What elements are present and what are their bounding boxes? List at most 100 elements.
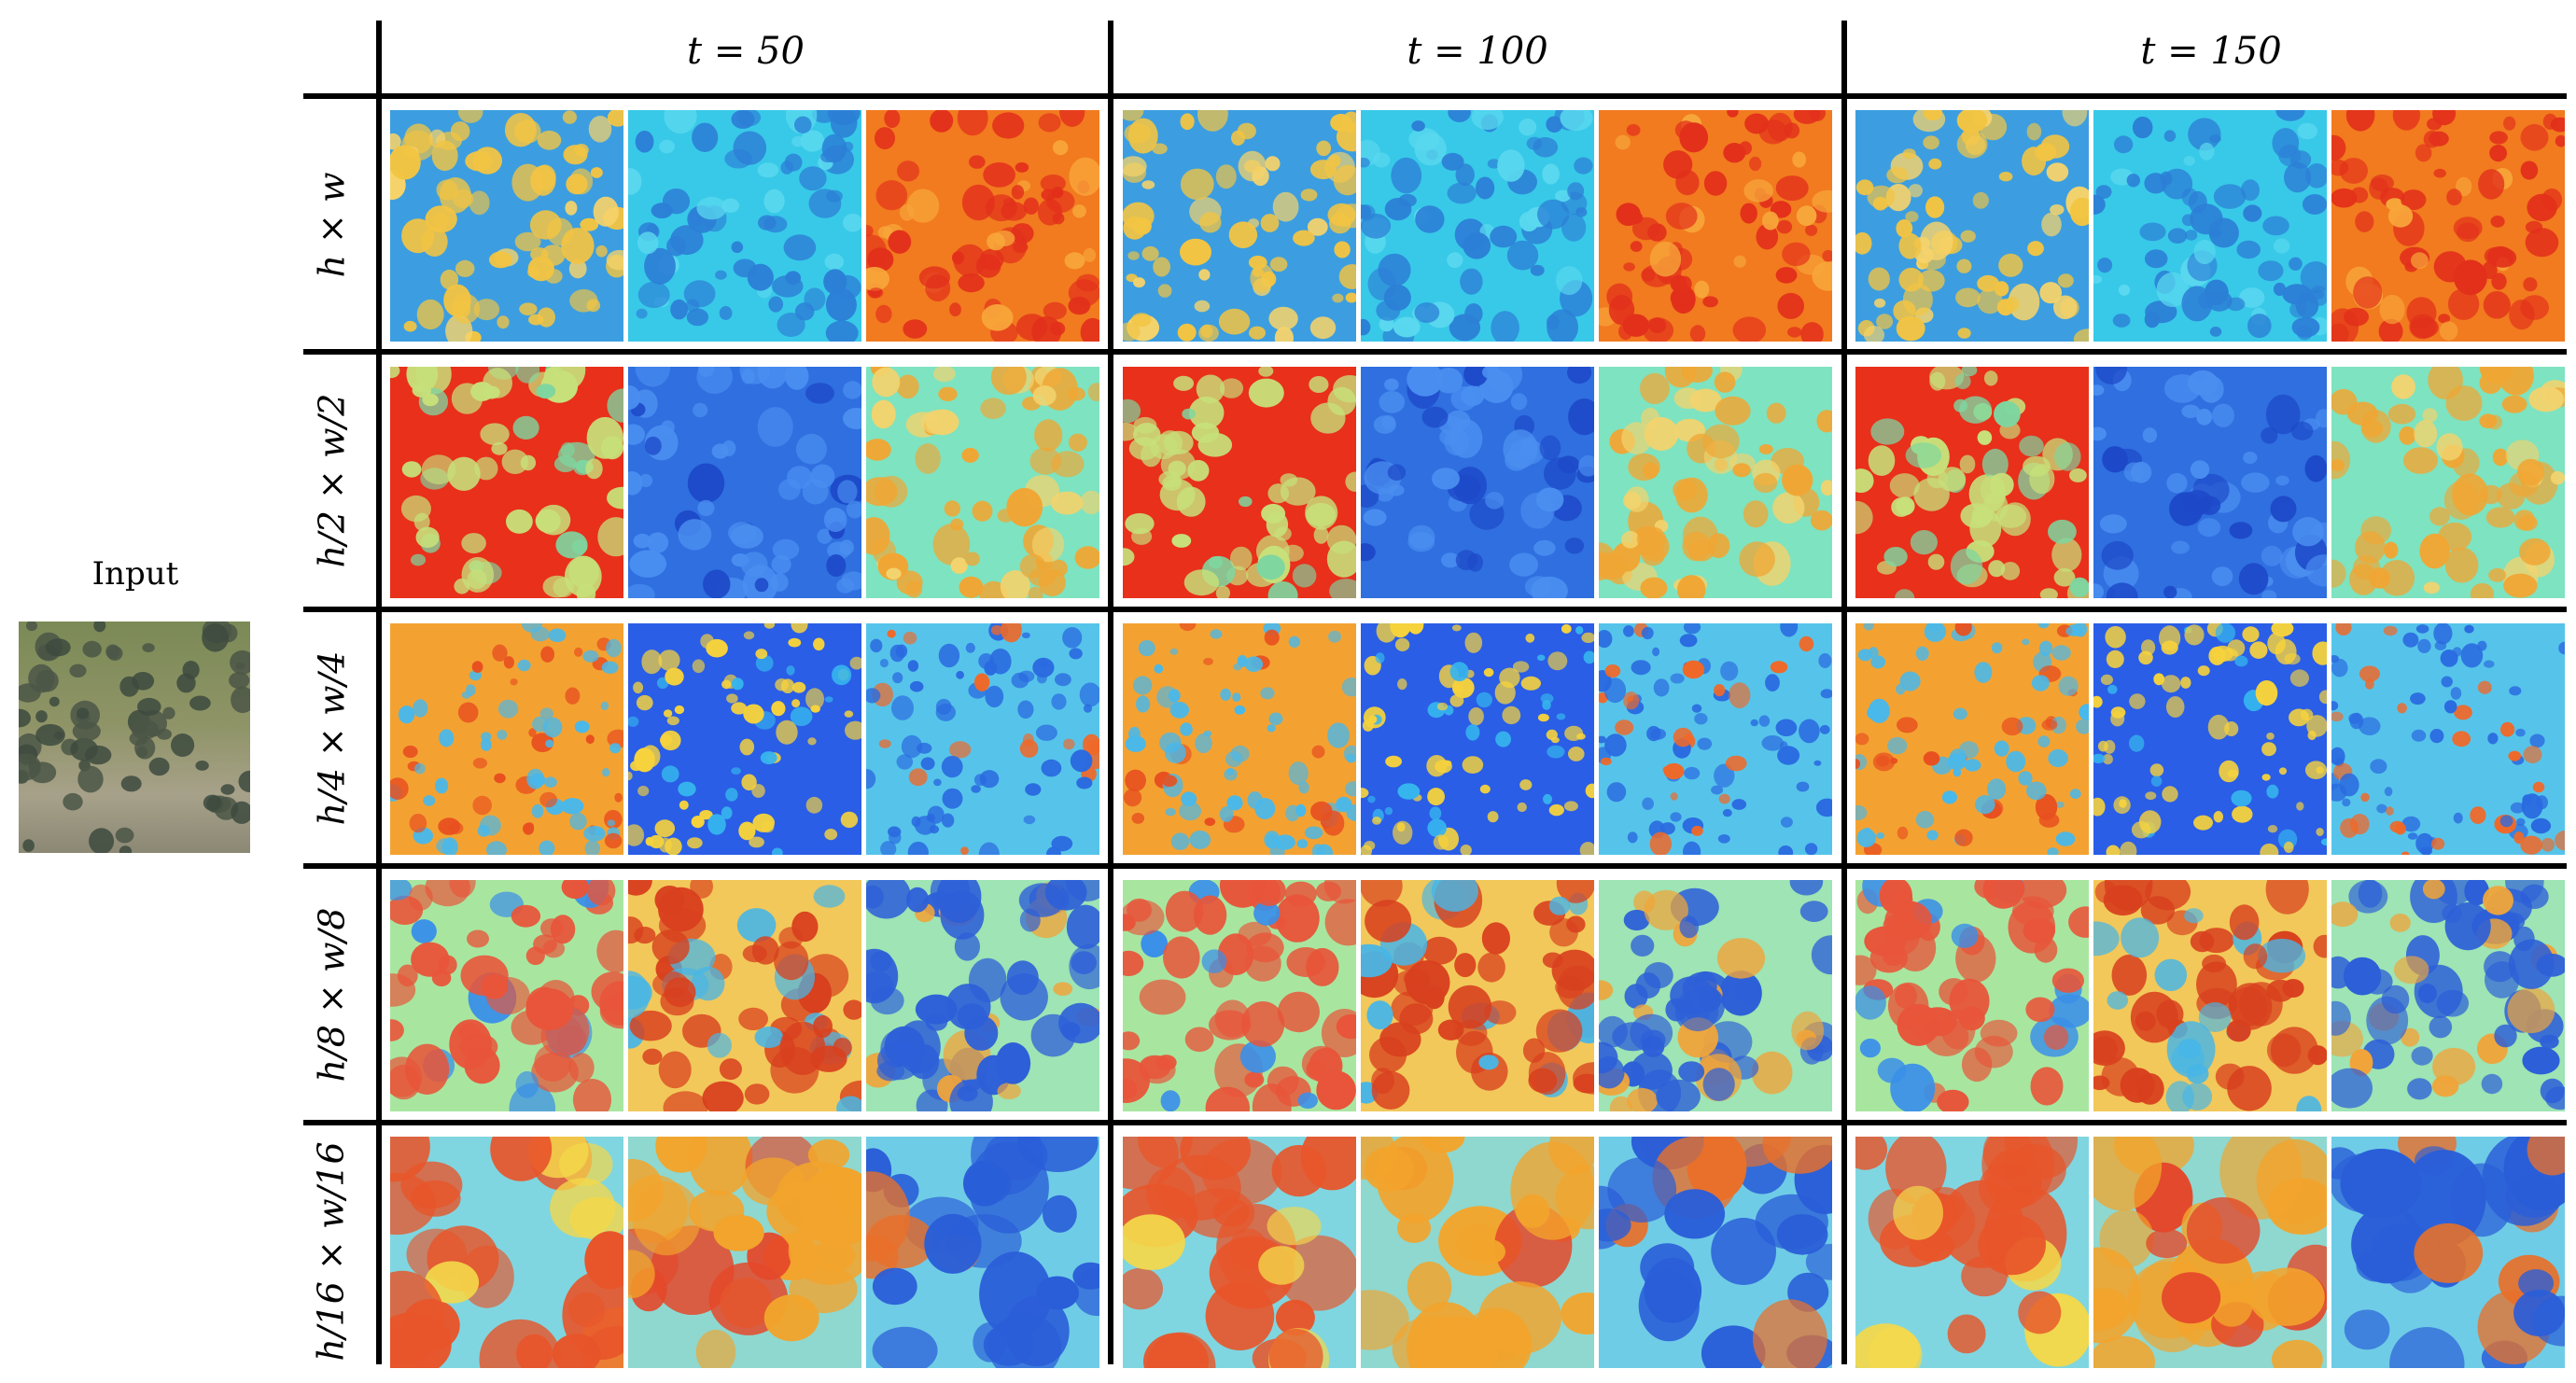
heatmap-blob xyxy=(1247,791,1263,809)
heatmap-blob xyxy=(1671,285,1696,314)
heatmap-blob xyxy=(1267,724,1276,733)
heatmap-blob xyxy=(1045,189,1075,213)
heatmap-blob xyxy=(2243,204,2262,222)
heatmap-blob xyxy=(987,232,1005,251)
heatmap-blob xyxy=(2522,1046,2560,1075)
heatmap-blob xyxy=(1793,110,1821,124)
heatmap-blob xyxy=(1575,625,1584,635)
heatmap-graphic xyxy=(1361,110,1593,342)
heatmap-blob xyxy=(1624,984,1648,1009)
heatmap-blob xyxy=(1023,815,1036,825)
heatmap-blob xyxy=(1568,398,1594,436)
heatmap-blob xyxy=(1740,203,1757,224)
heatmap-blob xyxy=(2275,475,2289,486)
heatmap-blob xyxy=(2517,514,2538,531)
heatmap-blob xyxy=(1267,1207,1322,1246)
heatmap-blob xyxy=(2270,496,2297,523)
heatmap-blob xyxy=(1460,845,1472,855)
heatmap-blob xyxy=(664,977,696,1008)
heatmap-blob xyxy=(663,1091,708,1111)
heatmap-blob xyxy=(1701,1325,1766,1368)
heatmap-blob xyxy=(1623,909,1650,931)
heatmap-blob xyxy=(1205,1281,1275,1351)
heatmap-blob xyxy=(897,161,919,182)
row-rule-1 xyxy=(303,349,2567,355)
feature-map-tile xyxy=(390,880,623,1111)
heatmap-blob xyxy=(1923,751,1940,766)
heatmap-blob xyxy=(1889,473,1920,498)
heatmap-blob xyxy=(2093,797,2106,817)
heatmap-blob xyxy=(2376,803,2387,814)
heatmap-blob xyxy=(1863,623,1874,631)
heatmap-blob xyxy=(450,121,470,142)
heatmap-blob xyxy=(1574,157,1593,175)
heatmap-blob xyxy=(2350,814,2370,835)
heatmap-blob xyxy=(633,681,644,694)
heatmap-blob xyxy=(707,814,726,835)
heatmap-blob xyxy=(2129,734,2145,752)
heatmap-blob xyxy=(497,315,510,329)
heatmap-blob xyxy=(469,190,490,216)
heatmap-blob xyxy=(915,443,941,474)
heatmap-blob xyxy=(786,665,795,676)
heatmap-blob xyxy=(824,696,833,703)
heatmap-blob xyxy=(1663,150,1693,179)
heatmap-blob xyxy=(1070,749,1093,773)
heatmap-blob xyxy=(2397,703,2407,714)
heatmap-blob xyxy=(1131,313,1152,328)
feature-map-tile xyxy=(390,110,623,342)
heatmap-blob xyxy=(1341,678,1356,697)
heatmap-blob xyxy=(1336,796,1352,813)
heatmap-blob xyxy=(1199,212,1222,233)
heatmap-blob xyxy=(544,776,557,788)
heatmap-blob xyxy=(1485,492,1505,510)
heatmap-blob xyxy=(711,443,729,459)
heatmap-graphic xyxy=(1855,110,2089,342)
heatmap-blob xyxy=(1927,553,1945,570)
heatmap-blob xyxy=(1393,316,1421,338)
heatmap-blob xyxy=(1957,328,1971,339)
heatmap-blob xyxy=(2540,1034,2559,1049)
heatmap-blob xyxy=(1049,321,1066,336)
input-blob xyxy=(19,708,31,728)
heatmap-blob xyxy=(1988,560,2006,578)
heatmap-blob xyxy=(644,247,676,285)
heatmap-blob xyxy=(2073,328,2089,342)
heatmap-blob xyxy=(539,707,553,719)
heatmap-blob xyxy=(929,825,940,834)
heatmap-blob xyxy=(2479,367,2513,384)
feature-map-tile xyxy=(628,880,861,1111)
heatmap-blob xyxy=(1627,211,1644,225)
heatmap-blob xyxy=(2414,420,2438,448)
heatmap-blob xyxy=(1630,1013,1673,1053)
heatmap-blob xyxy=(1855,985,1886,1020)
heatmap-blob xyxy=(628,716,639,727)
heatmap-blob xyxy=(2316,409,2327,428)
heatmap-blob xyxy=(2005,296,2020,312)
heatmap-blob xyxy=(866,439,891,461)
heatmap-blob xyxy=(1363,509,1387,526)
feature-map-tile xyxy=(1599,623,1832,855)
heatmap-blob xyxy=(2393,956,2429,985)
heatmap-blob xyxy=(2001,717,2023,736)
heatmap-blob xyxy=(825,288,857,322)
heatmap-blob xyxy=(1910,1012,1939,1041)
heatmap-blob xyxy=(531,803,544,818)
heatmap-blob xyxy=(1368,715,1378,724)
heatmap-graphic xyxy=(1123,110,1356,342)
heatmap-blob xyxy=(1210,629,1223,639)
heatmap-blob xyxy=(2058,676,2079,696)
heatmap-blob xyxy=(843,381,861,399)
heatmap-blob xyxy=(2106,650,2124,668)
heatmap-blob xyxy=(584,1231,623,1290)
heatmap-blob xyxy=(604,832,623,849)
heatmap-blob xyxy=(1198,269,1211,281)
heatmap-blob xyxy=(530,626,550,642)
heatmap-blob xyxy=(574,647,583,657)
heatmap-blob xyxy=(757,407,793,447)
heatmap-blob xyxy=(2261,545,2283,566)
heatmap-blob xyxy=(1447,182,1477,204)
heatmap-blob xyxy=(1682,660,1705,679)
heatmap-blob xyxy=(1431,880,1478,912)
heatmap-blob xyxy=(580,217,599,231)
